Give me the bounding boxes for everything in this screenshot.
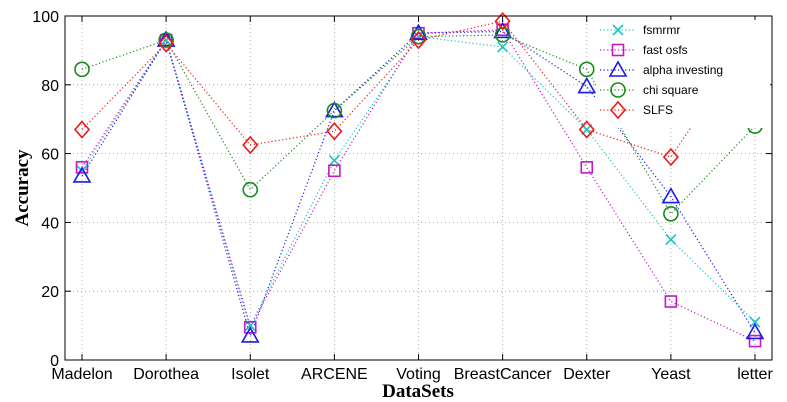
series-line bbox=[81, 20, 756, 158]
data-point-marker bbox=[328, 154, 340, 167]
legend-label: chi square bbox=[643, 83, 699, 97]
data-point-marker bbox=[410, 30, 427, 50]
y-tick-label: 60 bbox=[41, 147, 59, 164]
y-tick-label: 80 bbox=[41, 78, 59, 95]
data-point-marker bbox=[243, 321, 257, 334]
legend: fsmrmr fast osfs alpha investing chi square… bbox=[596, 20, 770, 128]
legend-label: fast osfs bbox=[643, 43, 688, 57]
data-point-marker bbox=[158, 32, 174, 48]
data-point-marker bbox=[73, 120, 91, 139]
y-tick-label: 40 bbox=[41, 215, 59, 232]
legend-marker bbox=[612, 24, 624, 36]
y-tick-label: 0 bbox=[50, 353, 59, 370]
x-tick-label: Dorothea bbox=[133, 366, 199, 383]
series-markers bbox=[72, 11, 765, 348]
data-point-marker bbox=[661, 186, 681, 204]
legend-marker bbox=[609, 100, 627, 120]
marker-stroke bbox=[665, 234, 677, 246]
y-tick-label: 100 bbox=[32, 9, 59, 26]
data-point-marker bbox=[662, 147, 679, 167]
data-point-marker bbox=[242, 181, 259, 198]
data-point-marker bbox=[75, 161, 89, 174]
data-point-marker bbox=[580, 161, 594, 174]
data-point-marker bbox=[328, 164, 341, 178]
x-tick-label: BreastCancer bbox=[454, 366, 552, 383]
series-lines bbox=[81, 20, 756, 342]
data-point-marker bbox=[578, 120, 595, 139]
data-point-marker bbox=[494, 11, 511, 31]
marker-stroke bbox=[749, 316, 761, 328]
legend-marker bbox=[611, 43, 625, 57]
series-line bbox=[81, 29, 756, 342]
data-point-marker bbox=[240, 326, 260, 343]
legend-label: SLFS bbox=[643, 103, 673, 117]
data-point-marker bbox=[748, 334, 762, 348]
x-tick-label: Yeast bbox=[651, 366, 691, 383]
data-point-marker bbox=[745, 322, 765, 340]
data-point-marker bbox=[494, 27, 511, 43]
data-point-marker bbox=[663, 206, 679, 222]
data-point-marker bbox=[410, 28, 427, 45]
data-point-marker bbox=[497, 41, 509, 53]
data-point-marker bbox=[578, 61, 595, 78]
x-tick-label: ARCENE bbox=[301, 366, 368, 383]
data-point-marker bbox=[324, 100, 344, 118]
x-axis-title: DataSets bbox=[382, 381, 454, 402]
data-point-marker bbox=[664, 295, 678, 308]
legend-marker bbox=[610, 82, 626, 98]
x-tick-label: Dexter bbox=[563, 366, 611, 383]
series-line bbox=[81, 34, 756, 215]
data-point-marker bbox=[326, 102, 343, 119]
data-point-marker bbox=[72, 166, 92, 183]
data-point-marker bbox=[409, 23, 428, 41]
y-tick-labels: 0 20 40 60 80 100 bbox=[32, 9, 59, 370]
x-tick-label: letter bbox=[737, 366, 773, 383]
marker-stroke bbox=[612, 24, 624, 36]
legend-label: fsmrmr bbox=[643, 23, 680, 37]
data-point-marker bbox=[749, 316, 761, 328]
x-tick-label: Isolet bbox=[231, 366, 270, 383]
legend-label: alpha investing bbox=[643, 63, 723, 77]
x-tick-labels: Madelon Dorothea Isolet ARCENE Voting BreastC… bbox=[51, 366, 773, 383]
x-tick-label: Voting bbox=[396, 366, 440, 383]
data-point-marker bbox=[158, 34, 175, 53]
marker-stroke bbox=[497, 41, 509, 53]
data-point-marker bbox=[665, 234, 677, 246]
y-axis-title: Accuracy bbox=[12, 149, 33, 227]
legend-marker bbox=[608, 60, 628, 77]
data-point-marker bbox=[326, 122, 343, 141]
x-tick-label: Madelon bbox=[51, 366, 112, 383]
data-point-marker bbox=[577, 76, 597, 94]
axis-ticks bbox=[65, 15, 772, 361]
data-point-marker bbox=[493, 21, 513, 39]
y-tick-label: 20 bbox=[41, 284, 59, 301]
marker-stroke bbox=[328, 154, 340, 167]
data-point-marker bbox=[74, 61, 90, 78]
data-point-marker bbox=[242, 135, 259, 155]
